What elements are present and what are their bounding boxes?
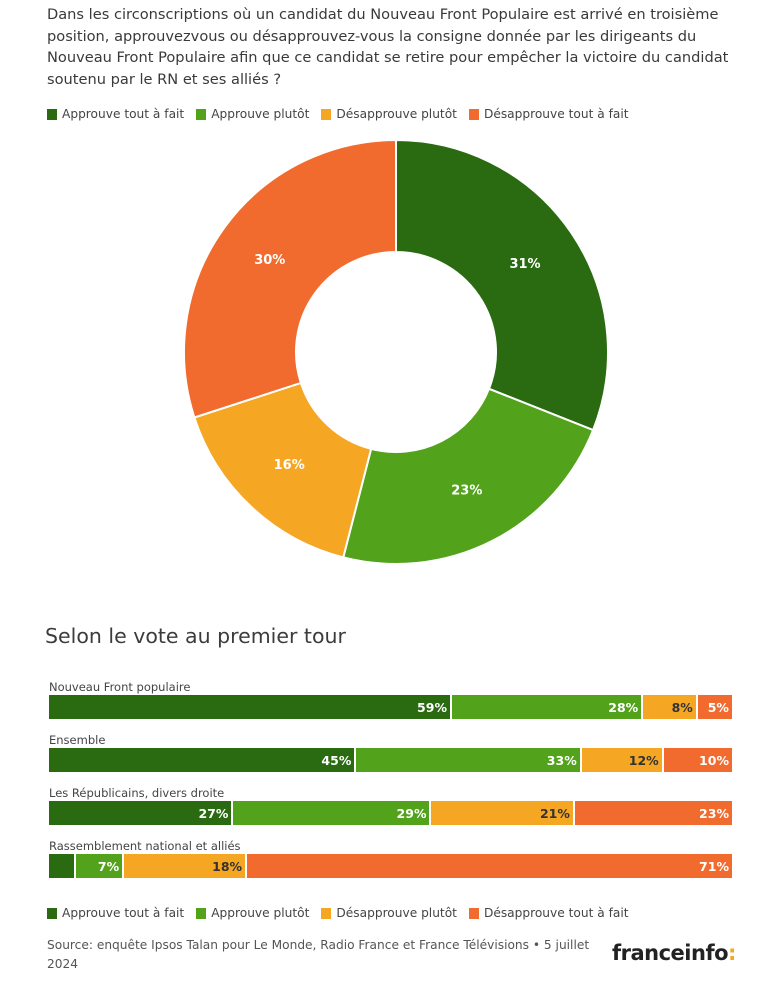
seg-approuve-tout-a-fait: 45% bbox=[49, 748, 357, 772]
legend-item-desapprouve-plutot: Désapprouve plutôt bbox=[321, 107, 457, 121]
slice-desapprouve-tout-a-fait bbox=[183, 138, 397, 419]
legend-label: Approuve tout à fait bbox=[62, 107, 185, 121]
seg-desapprouve-tout-a-fait: 71% bbox=[247, 854, 732, 878]
stacked-bar-ensemble: 45% 33% 12% 10% bbox=[49, 748, 732, 772]
seg-approuve-tout-a-fait: 27% bbox=[49, 801, 234, 825]
donut-chart: 31% 23% 16% 30% bbox=[183, 138, 609, 565]
stacked-bar-lr: 27% 29% 21% 23% bbox=[49, 801, 732, 825]
legend-swatch bbox=[321, 108, 332, 120]
franceinfo-logo: franceinfo: bbox=[612, 941, 736, 965]
bar-label-lr: Les Républicains, divers droite bbox=[49, 786, 732, 802]
section-title: Selon le vote au premier tour bbox=[45, 624, 346, 648]
stacked-bar-rn: 7% 18% 71% bbox=[49, 854, 732, 878]
legend-swatch bbox=[47, 907, 57, 919]
legend-swatch bbox=[468, 907, 479, 919]
bar-label-ensemble: Ensemble bbox=[49, 733, 732, 749]
seg-desapprouve-plutot: 21% bbox=[431, 801, 575, 825]
seg-approuve-tout-a-fait: 59% bbox=[49, 695, 452, 719]
legend-swatch bbox=[468, 108, 479, 120]
chart-question: Dans les circonscriptions où un candidat… bbox=[47, 6, 729, 88]
seg-desapprouve-tout-a-fait: 5% bbox=[697, 695, 732, 719]
legend-swatch bbox=[196, 108, 207, 120]
legend-item-desapprouve-tout-a-fait: Désapprouve tout à fait bbox=[468, 906, 629, 920]
legend-item-approuve-plutot: Approuve plutôt bbox=[196, 906, 309, 920]
legend-label: Approuve plutôt bbox=[211, 107, 310, 121]
legend-label: Désapprouve tout à fait bbox=[483, 906, 629, 920]
seg-approuve-plutot: 29% bbox=[233, 801, 432, 825]
slice-approuve-plutot bbox=[342, 387, 595, 565]
legend-bottom: Approuve tout à fait Approuve plutôt Dés… bbox=[47, 904, 641, 922]
legend-label: Approuve plutôt bbox=[211, 906, 310, 920]
logo-colon: : bbox=[728, 941, 736, 965]
legend-item-approuve-tout-a-fait: Approuve tout à fait bbox=[47, 906, 184, 920]
bar-label-nfp: Nouveau Front populaire bbox=[49, 680, 732, 696]
seg-approuve-plutot: 7% bbox=[76, 854, 125, 878]
slice-label: 23% bbox=[451, 483, 482, 498]
legend-item-desapprouve-plutot: Désapprouve plutôt bbox=[321, 906, 457, 920]
legend-item-approuve-plutot: Approuve plutôt bbox=[196, 107, 309, 121]
legend-label: Approuve tout à fait bbox=[62, 906, 185, 920]
seg-approuve-plutot: 33% bbox=[356, 748, 582, 772]
legend-top: Approuve tout à fait Approuve plutôt Dés… bbox=[47, 105, 641, 123]
slice-label: 16% bbox=[274, 458, 305, 473]
logo-text: franceinfo bbox=[612, 941, 729, 965]
slice-label: 30% bbox=[254, 253, 285, 268]
legend-item-desapprouve-tout-a-fait: Désapprouve tout à fait bbox=[468, 107, 629, 121]
legend-label: Désapprouve tout à fait bbox=[483, 107, 629, 121]
seg-desapprouve-plutot: 18% bbox=[124, 854, 248, 878]
legend-label: Désapprouve plutôt bbox=[336, 906, 457, 920]
seg-approuve-plutot: 28% bbox=[451, 695, 644, 719]
legend-item-approuve-tout-a-fait: Approuve tout à fait bbox=[47, 107, 184, 121]
legend-label: Désapprouve plutôt bbox=[336, 107, 457, 121]
seg-desapprouve-plutot: 8% bbox=[643, 695, 698, 719]
source-note: Source: enquête Ipsos Talan pour Le Mond… bbox=[47, 938, 590, 971]
stacked-bar-nfp: 59% 28% 8% 5% bbox=[49, 695, 732, 719]
slice-label: 31% bbox=[509, 257, 540, 272]
seg-desapprouve-plutot: 12% bbox=[581, 748, 664, 772]
seg-desapprouve-tout-a-fait: 23% bbox=[574, 801, 732, 825]
seg-desapprouve-tout-a-fait: 10% bbox=[663, 748, 732, 772]
legend-swatch bbox=[321, 907, 332, 919]
bar-label-rn: Rassemblement national et alliés bbox=[49, 839, 732, 855]
legend-swatch bbox=[196, 907, 207, 919]
seg-approuve-tout-a-fait bbox=[49, 854, 77, 878]
slice-approuve-tout-a-fait bbox=[395, 138, 609, 432]
legend-swatch bbox=[47, 108, 57, 120]
slice-desapprouve-plutot bbox=[193, 381, 373, 559]
